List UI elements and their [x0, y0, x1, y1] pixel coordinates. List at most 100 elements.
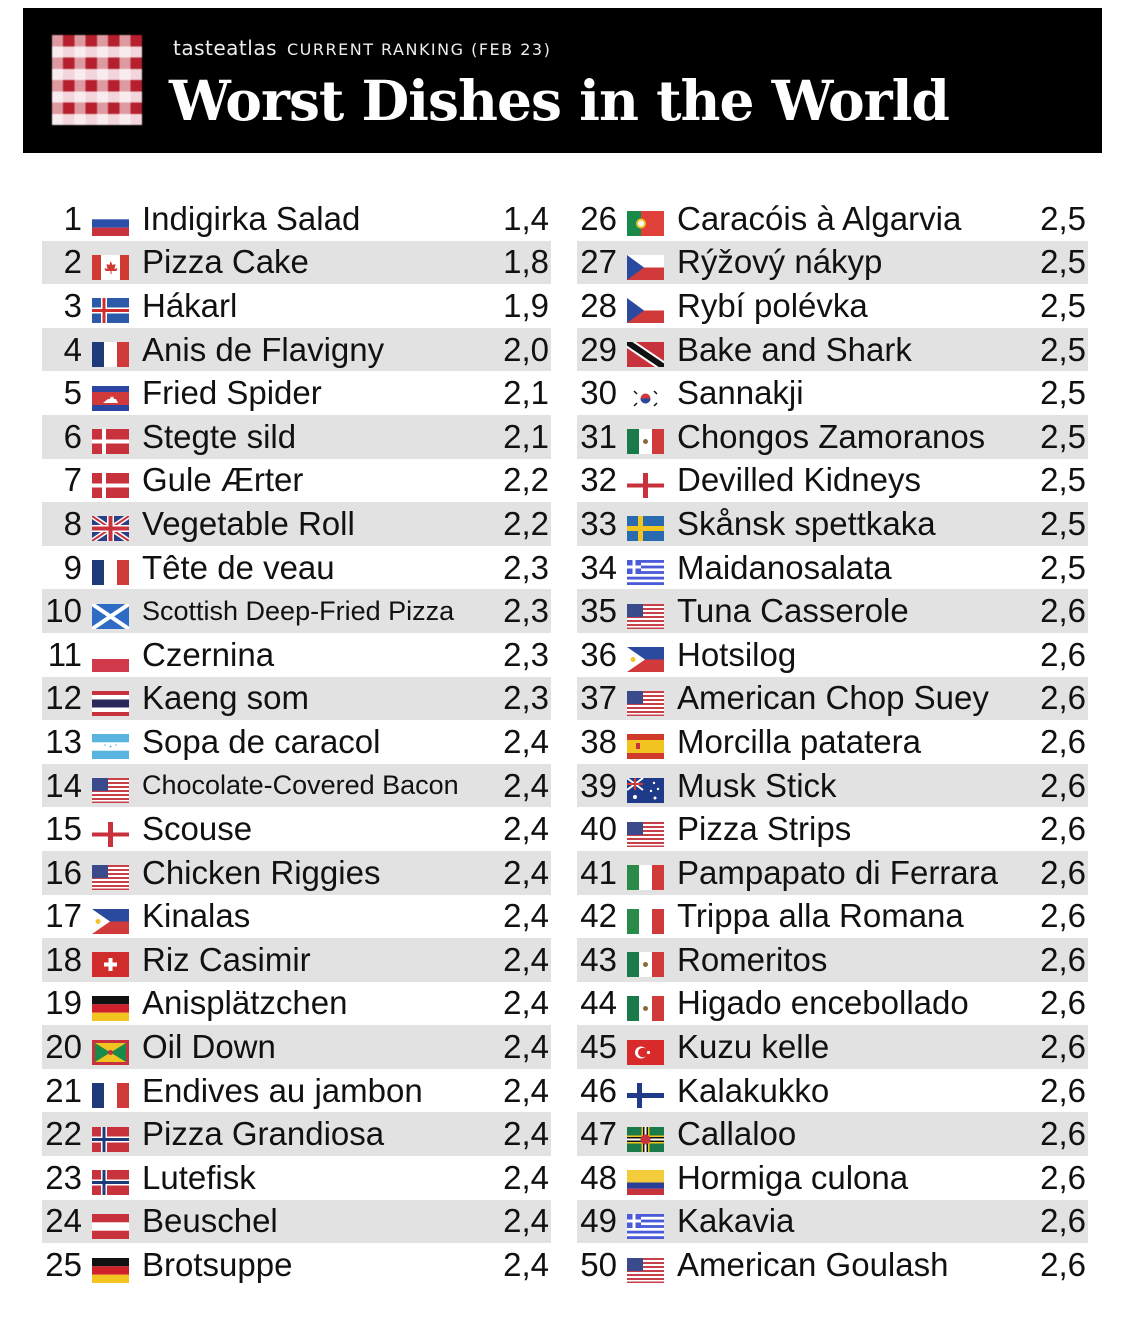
rank-number: 31	[580, 417, 617, 455]
philippines-flag-icon	[92, 904, 129, 934]
ranking-row: 40 Pizza Strips 2,6	[577, 807, 1088, 851]
dish-name: Sannakji	[677, 374, 804, 412]
dish-name: Devilled Kidneys	[677, 461, 921, 499]
dish-score: 2,6	[1040, 592, 1086, 630]
ranking-row: 11 Czernina 2,3	[42, 633, 551, 677]
dish-name: Scouse	[142, 810, 253, 848]
rank-number: 34	[580, 548, 617, 586]
rank-number: 48	[580, 1158, 617, 1196]
rank-number: 21	[45, 1071, 82, 1109]
dish-score: 2,6	[1040, 1115, 1086, 1153]
rank-number: 11	[47, 635, 82, 673]
russia-flag-icon	[92, 206, 129, 237]
dish-score: 2,6	[1040, 984, 1086, 1022]
dish-name: Pizza Cake	[142, 243, 309, 281]
dish-score: 1,4	[503, 199, 549, 237]
ranking-row: 5 Fried Spider 2,1	[42, 371, 551, 415]
dish-name: American Chop Suey	[677, 679, 989, 717]
dish-score: 2,2	[503, 461, 549, 499]
dish-name: Pampapato di Ferrara	[677, 853, 998, 891]
rank-number: 10	[45, 592, 82, 630]
sweden-flag-icon	[627, 511, 664, 542]
dish-name: Vegetable Roll	[142, 504, 355, 542]
page-title: Worst Dishes in the World	[169, 68, 950, 133]
rank-number: 24	[45, 1202, 82, 1240]
dish-name: Kakavia	[677, 1202, 795, 1240]
ranking-row: 2 Pizza Cake 1,8	[42, 240, 551, 285]
ranking-row: 16 Chicken Riggies 2,4	[42, 850, 551, 895]
ranking-subtitle: CURRENT RANKING (FEB 23)	[287, 40, 552, 59]
ranking-row: 17 Kinalas 2,4	[42, 895, 551, 939]
dish-name: Rýžový nákyp	[677, 243, 883, 281]
iceland-flag-icon	[92, 293, 129, 324]
dish-score: 2,4	[503, 810, 549, 848]
uk-flag-icon	[90, 511, 131, 544]
brand-line: tasteatlas CURRENT RANKING (FEB 23)	[173, 36, 551, 61]
rank-number: 8	[63, 504, 82, 542]
rank-number: 23	[45, 1158, 82, 1196]
dish-score: 2,5	[1040, 286, 1086, 324]
ranking-row: 34 Maidanosalata 2,5	[577, 546, 1088, 590]
dish-name: Chongos Zamoranos	[677, 417, 986, 455]
ranking-row: 39 Musk Stick 2,6	[577, 763, 1088, 808]
dish-name: Hormiga culona	[677, 1158, 909, 1196]
ranking-row: 6 Stegte sild 2,1	[42, 414, 551, 459]
grenada-flag-icon	[92, 1035, 129, 1065]
dish-score: 2,5	[1040, 374, 1086, 412]
dish-name: Stegte sild	[142, 417, 297, 455]
rank-number: 1	[63, 199, 82, 237]
gingham-logo-icon	[52, 35, 142, 125]
rank-number: 33	[580, 504, 617, 542]
ranking-row: 8 Vegetable Roll 2,2	[42, 502, 551, 546]
dish-score: 2,6	[1040, 1158, 1086, 1196]
usa-flag-icon	[627, 817, 664, 847]
ranking-row: 27 Rýžový nákyp 2,5	[577, 240, 1088, 285]
usa-flag-icon	[92, 860, 129, 891]
england-flag-icon	[627, 468, 664, 498]
ranking-row: 4 Anis de Flavigny 2,0	[42, 327, 551, 372]
rank-number: 17	[45, 897, 82, 935]
rank-number: 19	[45, 984, 82, 1022]
rank-number: 44	[580, 984, 617, 1022]
dish-name: Hotsilog	[677, 635, 797, 673]
rank-number: 12	[45, 679, 82, 717]
colombia-flag-icon	[627, 1165, 664, 1196]
ranking-row: 18 Riz Casimir 2,4	[42, 938, 551, 982]
england-flag-icon	[92, 817, 129, 847]
ranking-row: 33 Skånsk spettkaka 2,5	[577, 502, 1088, 546]
ranking-row: 48 Hormiga culona 2,6	[577, 1156, 1088, 1200]
trinidad-flag-icon	[624, 337, 667, 372]
philippines-flag-icon	[627, 642, 664, 673]
rank-number: 20	[45, 1028, 82, 1066]
dish-name: Czernina	[142, 635, 275, 673]
dish-score: 2,6	[1040, 635, 1086, 673]
ranking-row: 7 Gule Ærter 2,2	[42, 459, 551, 503]
dish-score: 2,4	[503, 984, 549, 1022]
dish-score: 2,6	[1040, 1028, 1086, 1066]
dish-score: 2,3	[503, 679, 549, 717]
turkey-flag-icon	[627, 1035, 664, 1065]
rank-number: 6	[63, 417, 82, 455]
dish-name: Kaeng som	[142, 679, 309, 717]
ranking-row: 50 American Goulash 2,6	[577, 1243, 1088, 1287]
ranking-row: 42 Trippa alla Romana 2,6	[577, 895, 1088, 939]
dish-score: 2,4	[503, 940, 549, 978]
rank-number: 46	[580, 1071, 617, 1109]
dish-name: American Goulash	[677, 1246, 949, 1284]
denmark-flag-icon	[92, 468, 129, 498]
ranking-row: 24 Beuschel 2,4	[42, 1199, 551, 1244]
dish-name: Bake and Shark	[677, 330, 912, 368]
ranking-row: 15 Scouse 2,4	[42, 807, 551, 851]
dish-name: Endives au jambon	[142, 1071, 423, 1109]
dish-score: 2,4	[503, 1202, 549, 1240]
honduras-flag-icon	[92, 729, 129, 760]
rank-number: 7	[63, 461, 82, 499]
dish-score: 2,5	[1040, 417, 1086, 455]
dish-name: Kalakukko	[677, 1071, 830, 1109]
dish-name: Lutefisk	[142, 1158, 256, 1196]
rank-number: 26	[580, 199, 617, 237]
dish-score: 2,4	[503, 897, 549, 935]
ranking-row: 22 Pizza Grandiosa 2,4	[42, 1112, 551, 1157]
dish-score: 2,2	[503, 504, 549, 542]
dish-name: Brotsuppe	[142, 1246, 293, 1284]
